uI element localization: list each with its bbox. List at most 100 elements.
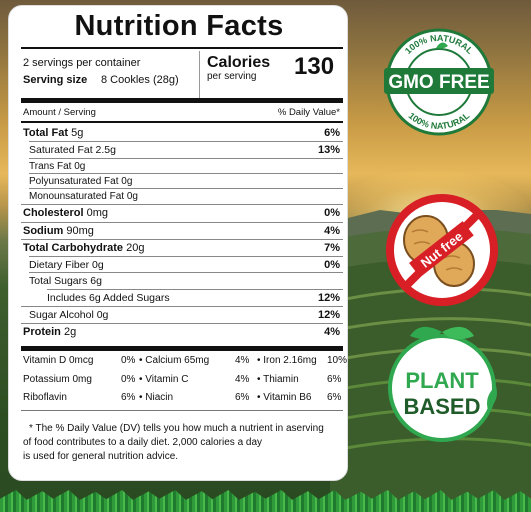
vitamin-daily-value: 0% [121, 374, 136, 385]
footnote-line-2: of food contributes to a daily diet. 2,0… [23, 437, 263, 448]
nutrient-amount: 0mg [83, 207, 108, 219]
row-divider [29, 173, 343, 174]
nutrient-row: Protein 2g [23, 326, 76, 338]
row-divider [29, 158, 343, 159]
vitamin-daily-value: 6% [121, 392, 136, 403]
vitamin-daily-value: 6% [327, 392, 342, 403]
gmo-badge-main-text: GMO FREE [388, 72, 489, 93]
plant-based-badge: PLANT BASED [388, 326, 497, 442]
gmo-free-badge: 100% NATURAL GMO FREE 100% NATURAL [384, 28, 494, 136]
vitamin-label: • Calcium 65mg [139, 355, 210, 366]
leaf-icon [442, 326, 474, 340]
nutrient-daily-value: 0% [324, 259, 340, 271]
leaf-icon [487, 386, 497, 410]
nutrient-row: Sugar Alcohol 0g [29, 309, 108, 321]
vitamin-daily-value: 10% [327, 355, 348, 366]
nutrient-row: Total Sugars 6g [29, 275, 102, 287]
footnote-line-1: * The % Daily Value (DV) tells you how m… [29, 423, 324, 434]
calories-separator [199, 51, 200, 99]
nutrient-row: Sodium 90mg [23, 225, 94, 237]
row-divider [21, 306, 343, 307]
nutrient-label: Monounsaturated Fat [29, 191, 125, 202]
nutrient-label: Sugar Alcohol [29, 309, 94, 321]
nutrient-row: Dietary Fiber 0g [29, 259, 104, 271]
nutrient-amount: 20g [123, 242, 145, 254]
row-divider [29, 272, 343, 273]
nutrient-row: Polyunsaturated Fat 0g [29, 176, 132, 187]
nutrient-daily-value: 0% [324, 207, 340, 219]
nutrient-amount: 2g [60, 326, 77, 338]
leaf-icon [436, 42, 448, 49]
nutrient-row: Total Fat 5g [23, 127, 83, 139]
nutrient-row: Trans Fat 0g [29, 161, 85, 172]
nutrient-row: Total Carbohydrate 20g [23, 242, 144, 254]
footnote-line-3: is used for general nutrition advice. [23, 451, 179, 462]
nutrient-label: Includes 6g Added Sugars [47, 292, 170, 304]
row-divider [21, 204, 343, 205]
nutrient-amount: 0g [93, 309, 109, 321]
row-divider [29, 188, 343, 189]
calories-subtitle: per serving [207, 71, 257, 82]
vitamin-label: Riboflavin [23, 392, 67, 403]
vitamin-label: • Vitamin C [139, 374, 189, 385]
row-divider [21, 323, 343, 324]
nutrient-label: Protein [23, 326, 61, 338]
nutrient-amount: 0g [71, 161, 86, 172]
row-divider [21, 239, 343, 240]
nutrient-amount: 5g [68, 127, 84, 139]
vitamin-daily-value: 4% [235, 355, 250, 366]
header-amount: Amount / Serving [23, 107, 96, 118]
vitamin-label: Vitamin D 0mcg [23, 355, 94, 366]
nut-free-badge: Nut free [386, 194, 498, 306]
nutrient-daily-value: 12% [317, 309, 340, 321]
nutrient-amount: 6g [87, 275, 102, 287]
panel-title: Nutrition Facts [74, 10, 284, 42]
nutrient-daily-value: 4% [324, 225, 340, 237]
nutrient-label: Trans Fat [29, 161, 72, 172]
row-divider [29, 256, 343, 257]
nutrient-row: Includes 6g Added Sugars [47, 292, 170, 304]
nutrient-daily-value: 4% [324, 326, 340, 338]
row-divider [47, 289, 343, 290]
nutrient-daily-value: 12% [317, 292, 340, 304]
nutrient-amount: 0g [124, 191, 138, 202]
header-daily-value: % Daily Value* [277, 107, 340, 118]
header-divider [21, 121, 343, 123]
nutrient-label: Total Fat [23, 127, 69, 139]
calories-value: 130 [294, 53, 335, 80]
nutrient-amount: 90mg [63, 225, 94, 237]
vitamin-label: • Iron 2.16mg [257, 355, 317, 366]
nutrient-label: Cholesterol [23, 207, 84, 219]
nutrient-label: Saturated Fat [29, 144, 93, 156]
vitamin-label: • Vitamin B6 [257, 392, 312, 403]
plant-based-line1: PLANT [405, 368, 479, 393]
row-divider [21, 222, 343, 223]
nutrient-daily-value: 6% [324, 127, 340, 139]
serving-size-label: Serving size [23, 74, 88, 86]
nutrient-amount: 0g [118, 176, 133, 187]
nutrient-label: Polyunsaturated Fat [29, 176, 119, 187]
thick-divider [21, 98, 343, 103]
nutrient-daily-value: 13% [317, 144, 340, 156]
vitamin-label: Potassium 0mg [23, 374, 92, 385]
vitamin-daily-value: 0% [121, 355, 136, 366]
nutrient-label: Sodium [23, 225, 64, 237]
vitamin-daily-value: 6% [235, 392, 250, 403]
nutrient-row: Saturated Fat 2.5g [29, 144, 116, 156]
nutrient-label: Total Carbohydrate [23, 242, 124, 254]
nutrient-row: Monounsaturated Fat 0g [29, 191, 138, 202]
servings-per-container: 2 servings per container [23, 57, 141, 69]
nutrient-amount: 0g [89, 259, 104, 271]
serving-size-value: 8 Cookles (28g) [101, 74, 179, 86]
vitamin-label: • Thiamin [257, 374, 299, 385]
calories-label: Calories [207, 54, 271, 71]
nutrient-daily-value: 7% [324, 242, 340, 254]
nutrient-label: Dietary Fiber [29, 259, 90, 271]
title-divider [21, 47, 343, 49]
nutrient-amount: 2.5g [92, 144, 116, 156]
leaf-icon [410, 326, 442, 340]
nutrient-label: Total Sugars [29, 275, 88, 287]
vitamin-daily-value: 4% [235, 374, 250, 385]
nutrition-facts-panel: Nutrition Facts 2 servings per container… [8, 5, 348, 481]
row-divider [29, 141, 343, 142]
